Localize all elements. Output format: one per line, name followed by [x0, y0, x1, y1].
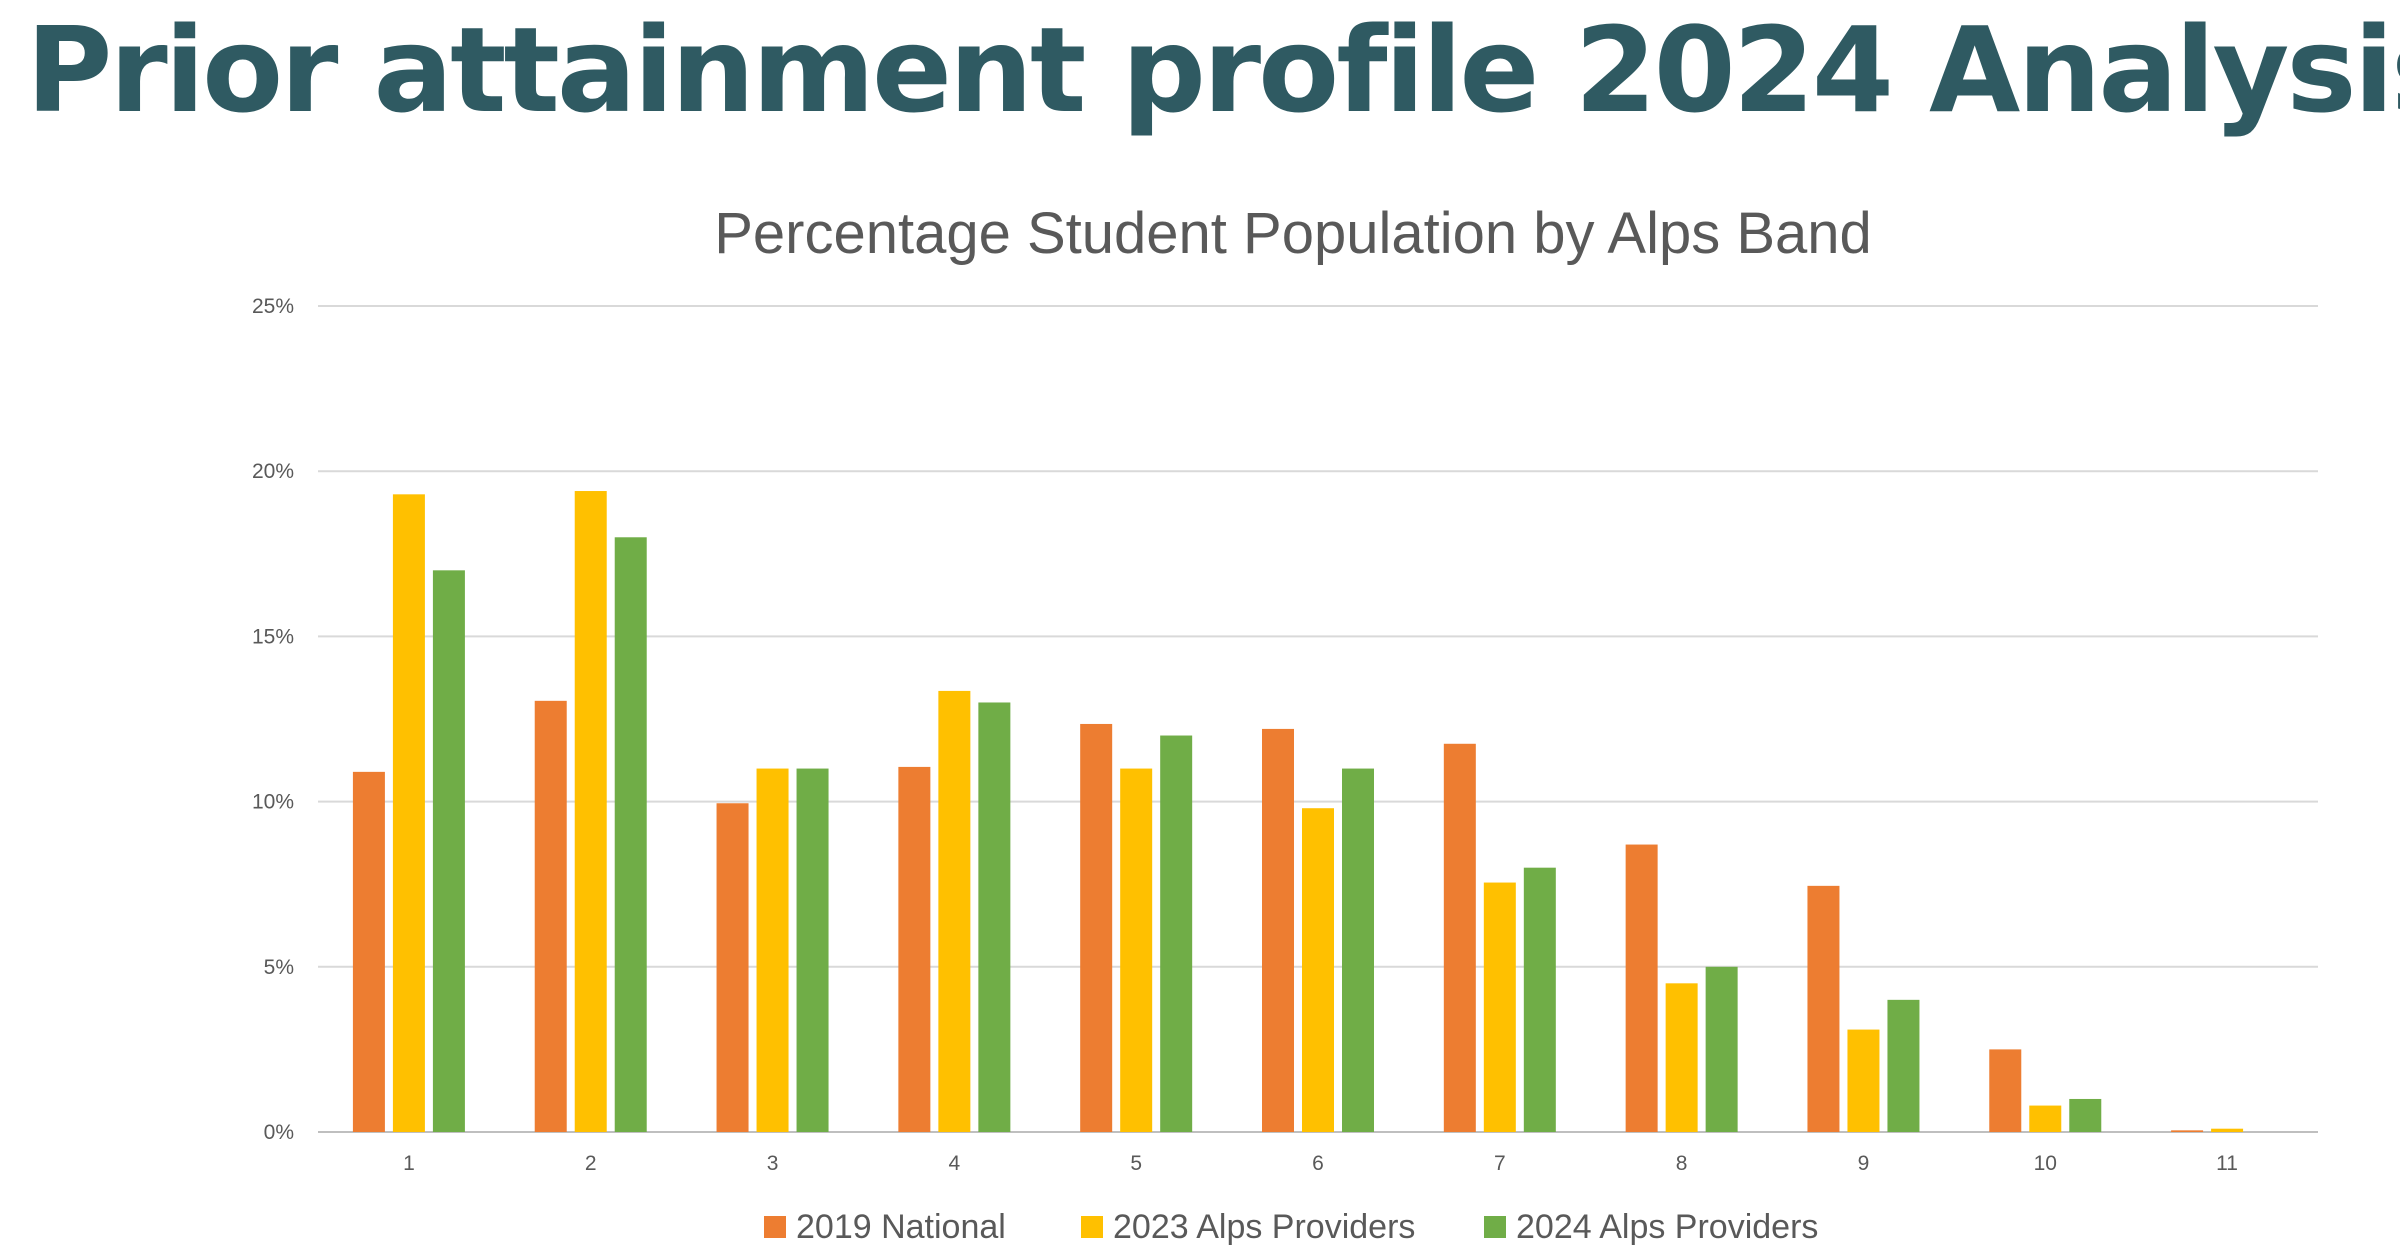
bar-2023-alps-providers-band-8 — [1665, 983, 1698, 1132]
bar-2019-national-band-7 — [1443, 743, 1476, 1132]
bar-2019-national-band-4 — [898, 766, 931, 1132]
bar-2019-national-band-1 — [352, 771, 385, 1132]
x-tick-label: 10 — [2034, 1152, 2057, 1175]
x-tick-label: 9 — [1858, 1152, 1870, 1175]
bar-2024-alps-providers-band-8 — [1705, 966, 1738, 1132]
legend-label: 2023 Alps Providers — [1113, 1208, 1415, 1246]
y-tick-label: 5% — [264, 956, 294, 979]
y-tick-label: 25% — [252, 295, 294, 318]
bar-2019-national-band-10 — [1989, 1049, 2022, 1132]
y-tick-label: 0% — [264, 1121, 294, 1144]
bar-2019-national-band-3 — [716, 803, 749, 1132]
x-tick-label: 8 — [1676, 1152, 1688, 1175]
chart-title: Percentage Student Population by Alps Ba… — [714, 201, 1872, 266]
bar-2023-alps-providers-band-4 — [938, 690, 971, 1132]
legend: 2019 National 2023 Alps Providers 2024 Alp… — [764, 1208, 1818, 1246]
bar-2023-alps-providers-band-2 — [574, 491, 607, 1132]
bar-2023-alps-providers-band-5 — [1120, 768, 1153, 1132]
bar-2024-alps-providers-band-10 — [2069, 1098, 2102, 1132]
bar-2024-alps-providers-band-6 — [1342, 768, 1374, 1132]
bar-2019-national-band-6 — [1262, 728, 1294, 1132]
bar-2019-national-band-8 — [1625, 844, 1658, 1132]
bar-2024-alps-providers-band-2 — [614, 537, 647, 1132]
bar-2023-alps-providers-band-1 — [392, 494, 425, 1132]
x-tick-label: 4 — [949, 1152, 961, 1175]
legend-label: 2019 National — [796, 1208, 1006, 1246]
bar-2019-national-band-9 — [1807, 885, 1840, 1132]
x-tick-label: 11 — [2216, 1152, 2238, 1175]
x-tick-label: 6 — [1312, 1152, 1324, 1175]
legend-label: 2024 Alps Providers — [1516, 1208, 1818, 1246]
bar-2024-alps-providers-band-3 — [796, 768, 829, 1132]
x-tick-label: 5 — [1130, 1152, 1142, 1175]
bar-2024-alps-providers-band-1 — [432, 570, 465, 1132]
x-tick-label: 2 — [585, 1152, 597, 1175]
bar-2023-alps-providers-band-10 — [2029, 1105, 2062, 1132]
bar-2023-alps-providers-band-3 — [756, 768, 789, 1132]
y-tick-label: 20% — [252, 460, 294, 483]
x-tick-label: 7 — [1494, 1152, 1506, 1175]
bar-2023-alps-providers-band-7 — [1483, 882, 1516, 1132]
bar-2024-alps-providers-band-5 — [1160, 735, 1193, 1132]
x-tick-label: 3 — [767, 1152, 779, 1175]
bar-2019-national-band-5 — [1080, 723, 1113, 1132]
bars — [352, 491, 2244, 1132]
bar-2024-alps-providers-band-4 — [978, 702, 1011, 1132]
bar-2023-alps-providers-band-11 — [2211, 1128, 2244, 1132]
bar-2023-alps-providers-band-6 — [1302, 808, 1334, 1132]
bar-2024-alps-providers-band-7 — [1523, 867, 1556, 1132]
x-axis-tick-labels: 1 2 3 4 5 6 7 8 9 10 11 — [403, 1152, 2238, 1175]
bar-2019-national-band-11 — [2171, 1130, 2204, 1132]
page-title: Prior attainment profile 2024 Analysis — [26, 1, 2400, 139]
legend-swatch — [1484, 1216, 1506, 1238]
y-tick-label: 15% — [252, 625, 294, 648]
legend-swatch — [1081, 1216, 1103, 1238]
bar-2019-national-band-2 — [534, 700, 567, 1132]
bar-2023-alps-providers-band-9 — [1847, 1029, 1880, 1132]
y-axis-tick-labels: 0% 5% 10% 15% 20% 25% — [252, 295, 294, 1144]
x-tick-label: 1 — [403, 1152, 415, 1175]
legend-swatch — [764, 1216, 786, 1238]
y-tick-label: 10% — [252, 791, 294, 814]
bar-2024-alps-providers-band-9 — [1887, 999, 1920, 1132]
